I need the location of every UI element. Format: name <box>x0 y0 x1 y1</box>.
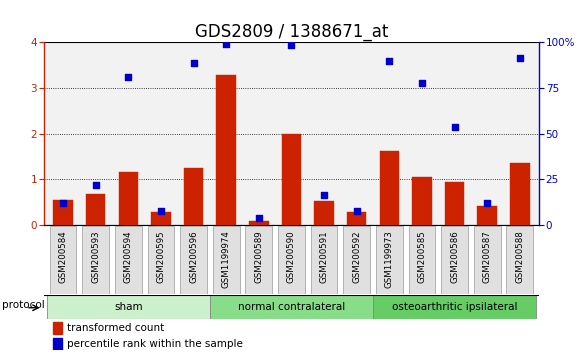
Point <box>385 58 394 64</box>
FancyBboxPatch shape <box>115 226 142 294</box>
Text: GSM1199973: GSM1199973 <box>385 230 394 288</box>
Point <box>59 200 68 206</box>
FancyBboxPatch shape <box>47 295 210 319</box>
FancyBboxPatch shape <box>408 226 436 294</box>
Text: GSM1199974: GSM1199974 <box>222 230 231 288</box>
FancyBboxPatch shape <box>311 226 338 294</box>
Point <box>515 56 524 61</box>
Text: transformed count: transformed count <box>67 322 165 332</box>
Bar <box>314 201 334 225</box>
Text: GSM200587: GSM200587 <box>483 230 492 283</box>
Text: GSM200592: GSM200592 <box>352 230 361 283</box>
Text: GSM200590: GSM200590 <box>287 230 296 283</box>
Bar <box>53 200 73 225</box>
Text: GSM200596: GSM200596 <box>189 230 198 283</box>
Text: osteoarthritic ipsilateral: osteoarthritic ipsilateral <box>392 302 517 312</box>
Bar <box>412 177 432 225</box>
Bar <box>445 182 465 225</box>
Bar <box>216 75 236 225</box>
Text: GSM200588: GSM200588 <box>515 230 524 283</box>
FancyBboxPatch shape <box>441 226 468 294</box>
Text: GSM200591: GSM200591 <box>320 230 329 283</box>
Point <box>254 215 263 221</box>
Point <box>450 124 459 130</box>
Bar <box>53 322 62 334</box>
FancyBboxPatch shape <box>278 226 305 294</box>
Point <box>287 42 296 47</box>
Text: GSM200589: GSM200589 <box>254 230 263 283</box>
Bar <box>282 133 301 225</box>
FancyBboxPatch shape <box>50 226 77 294</box>
Text: percentile rank within the sample: percentile rank within the sample <box>67 339 243 349</box>
FancyBboxPatch shape <box>210 295 373 319</box>
Text: GSM200594: GSM200594 <box>124 230 133 283</box>
Text: GSM200595: GSM200595 <box>157 230 165 283</box>
Point <box>352 208 361 214</box>
Bar <box>86 194 106 225</box>
Bar <box>151 212 171 225</box>
Point <box>320 192 329 198</box>
Point <box>156 208 166 214</box>
Text: GSM200586: GSM200586 <box>450 230 459 283</box>
FancyBboxPatch shape <box>376 226 403 294</box>
Bar <box>53 338 62 350</box>
FancyBboxPatch shape <box>213 226 240 294</box>
Text: GSM200585: GSM200585 <box>418 230 426 283</box>
Point <box>483 200 492 206</box>
Text: GSM200593: GSM200593 <box>91 230 100 283</box>
FancyBboxPatch shape <box>343 226 370 294</box>
FancyBboxPatch shape <box>82 226 109 294</box>
Bar <box>347 212 367 225</box>
Bar <box>379 151 399 225</box>
Text: protocol: protocol <box>2 300 45 310</box>
Point <box>124 74 133 80</box>
Bar <box>118 172 138 225</box>
FancyBboxPatch shape <box>474 226 501 294</box>
Text: GSM200584: GSM200584 <box>59 230 68 283</box>
Point <box>417 81 426 86</box>
FancyBboxPatch shape <box>506 226 533 294</box>
Text: normal contralateral: normal contralateral <box>238 302 345 312</box>
Bar <box>477 206 497 225</box>
Bar <box>510 163 530 225</box>
FancyBboxPatch shape <box>147 226 175 294</box>
Title: GDS2809 / 1388671_at: GDS2809 / 1388671_at <box>195 23 388 41</box>
Bar <box>249 221 269 225</box>
FancyBboxPatch shape <box>373 295 536 319</box>
FancyBboxPatch shape <box>245 226 272 294</box>
Text: sham: sham <box>114 302 143 312</box>
Point <box>189 60 198 66</box>
Point <box>91 182 100 188</box>
FancyBboxPatch shape <box>180 226 207 294</box>
Bar <box>184 168 204 225</box>
Point <box>222 41 231 47</box>
